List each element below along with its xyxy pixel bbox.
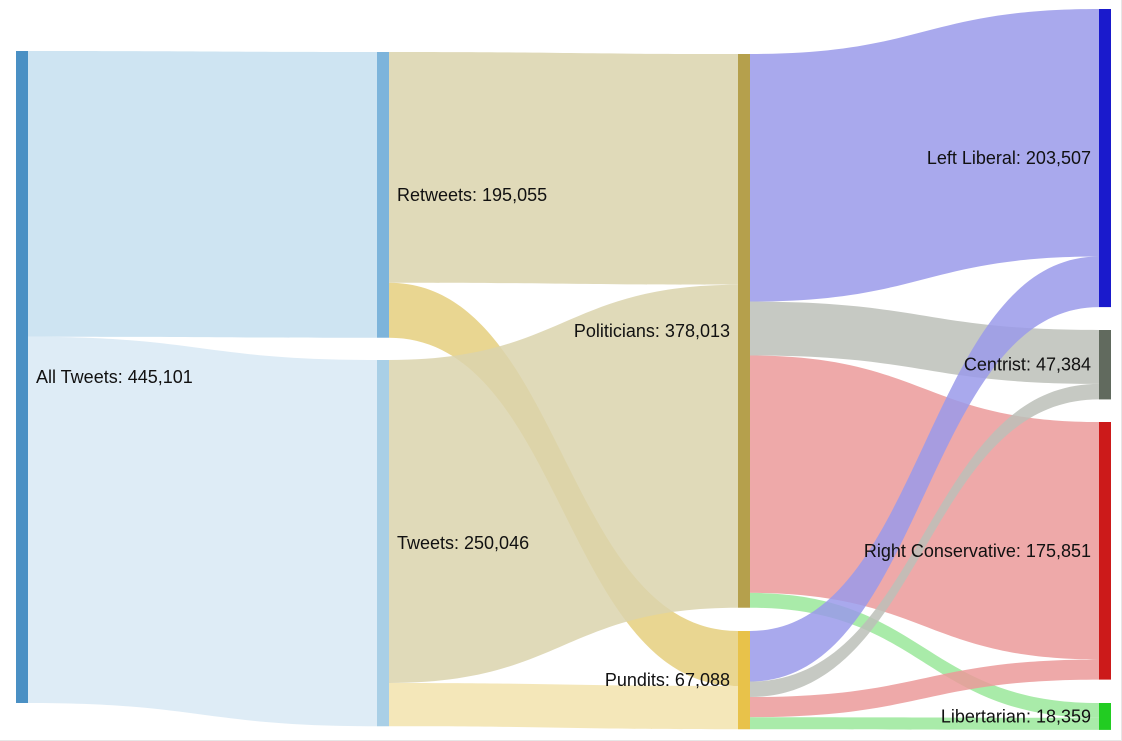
node-label-pundits: Pundits: 67,088 <box>605 670 730 690</box>
link-politicians-to-centrist[interactable] <box>750 301 1099 384</box>
node-label-centrist: Centrist: 47,384 <box>964 355 1091 375</box>
link-pundits-to-left[interactable] <box>750 256 1099 682</box>
node-all[interactable] <box>16 51 28 703</box>
node-retweets[interactable] <box>377 52 389 338</box>
node-label-retweets: Retweets: 195,055 <box>397 185 547 205</box>
link-politicians-to-libertarian[interactable] <box>750 592 1099 718</box>
node-right[interactable] <box>1099 422 1111 680</box>
link-all-to-tweets[interactable] <box>28 336 377 727</box>
node-label-all: All Tweets: 445,101 <box>36 367 193 387</box>
node-politicians[interactable] <box>738 54 750 608</box>
node-left[interactable] <box>1099 9 1111 308</box>
link-tweets-to-politicians[interactable] <box>389 284 738 684</box>
link-pundits-to-libertarian[interactable] <box>750 717 1099 730</box>
node-label-left: Left Liberal: 203,507 <box>927 148 1091 168</box>
node-pundits[interactable] <box>738 631 750 730</box>
node-label-libertarian: Libertarian: 18,359 <box>941 706 1091 726</box>
node-centrist[interactable] <box>1099 330 1111 400</box>
links-layer <box>28 9 1099 730</box>
link-politicians-to-left[interactable] <box>750 9 1099 302</box>
link-retweets-to-politicians[interactable] <box>389 52 738 285</box>
node-label-tweets: Tweets: 250,046 <box>397 533 529 553</box>
link-tweets-to-pundits[interactable] <box>389 683 738 730</box>
node-libertarian[interactable] <box>1099 703 1111 730</box>
node-label-right: Right Conservative: 175,851 <box>864 541 1091 561</box>
link-pundits-to-centrist[interactable] <box>750 383 1099 698</box>
node-tweets[interactable] <box>377 360 389 727</box>
link-pundits-to-right[interactable] <box>750 659 1099 718</box>
link-politicians-to-right[interactable] <box>750 355 1099 660</box>
nodes-layer <box>16 9 1111 730</box>
labels-layer: All Tweets: 445,101 Retweets: 195,055 Twee… <box>36 148 1091 726</box>
link-all-to-retweets[interactable] <box>28 51 377 338</box>
node-label-politicians: Politicians: 378,013 <box>574 321 730 341</box>
